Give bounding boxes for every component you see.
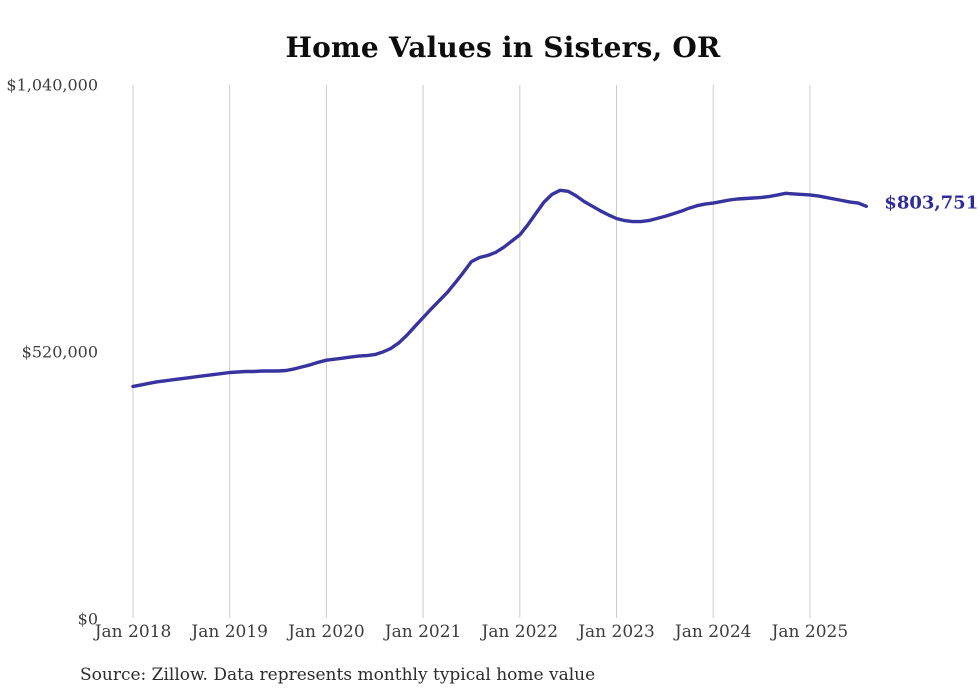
x-tick-label: Jan 2024 [673,622,752,642]
y-tick-label: $520,000 [22,343,98,362]
x-tick-label: Jan 2025 [770,622,849,642]
chart-title: Home Values in Sisters, OR [285,31,721,64]
x-tick-label: Jan 2023 [576,622,655,642]
x-tick-label: Jan 2022 [480,622,559,642]
y-tick-label: $0 [78,610,98,629]
home-value-line [131,188,868,389]
current-value-label: $803,751 [884,192,978,213]
y-tick-label: $1,040,000 [6,76,98,95]
x-tick-label: Jan 2020 [286,622,365,642]
x-tick-label: Jan 2019 [189,622,268,642]
source-note: Source: Zillow. Data represents monthly … [80,665,596,685]
x-tick-label: Jan 2018 [93,622,172,642]
x-tick-label: Jan 2021 [383,622,462,642]
